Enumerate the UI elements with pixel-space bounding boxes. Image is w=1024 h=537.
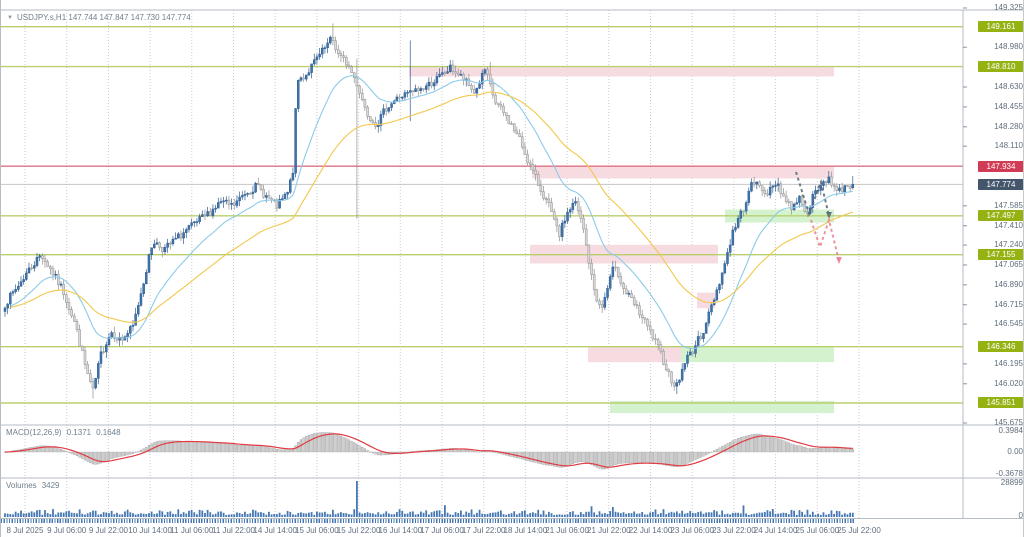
collapse-panel-icon[interactable]: ▼ bbox=[7, 14, 13, 21]
volume-bars bbox=[4, 481, 854, 517]
time-axis-label: 11 Jul 06:00 bbox=[170, 526, 214, 535]
macd-axis-label: 0.00 bbox=[1007, 447, 1023, 456]
ma-slow-line bbox=[10, 91, 853, 323]
time-axis-label: 14 Jul 14:00 bbox=[253, 526, 297, 535]
zones-layer bbox=[409, 67, 834, 414]
gray-projection-arrow bbox=[795, 171, 830, 218]
price-axis-label: 146.715 bbox=[994, 299, 1023, 309]
time-axis-label: 24 Jul 14:00 bbox=[753, 526, 798, 535]
volumes-value: 3429 bbox=[41, 481, 60, 490]
macd-signal-value: 0.1648 bbox=[96, 428, 121, 437]
time-axis-label: 25 Jul 22:00 bbox=[837, 526, 881, 535]
chart-title-bar: ▼ USDJPY.s,H1 147.744 147.847 147.730 14… bbox=[7, 13, 191, 22]
time-axis-label: 15 Jul 22:00 bbox=[336, 526, 381, 535]
supply-zone bbox=[532, 166, 834, 179]
panel-borders bbox=[1, 9, 1023, 519]
time-axis-label: 21 Jul 22:00 bbox=[587, 526, 631, 535]
price-axis-label: 148.280 bbox=[994, 121, 1023, 131]
price-axis-label: 147.585 bbox=[994, 200, 1023, 210]
volumes-indicator-label: Volumes 3429 bbox=[6, 481, 59, 490]
bar-tick-strip bbox=[1, 519, 854, 523]
price-axis-label: 149.325 bbox=[994, 3, 1023, 12]
price-axis-label: 146.545 bbox=[994, 319, 1023, 329]
volume-axis-label: 0 bbox=[1018, 511, 1023, 520]
price-axis-label: 146.195 bbox=[994, 358, 1023, 368]
macd-axis-label: -0.3678 bbox=[995, 469, 1023, 478]
price-level-badge: 147.155 bbox=[978, 249, 1023, 261]
time-axis-label: 22 Jul 14:00 bbox=[628, 526, 673, 535]
supply-zone bbox=[588, 347, 681, 363]
time-axis-label: 17 Jul 06:00 bbox=[420, 526, 464, 535]
time-axis-label: 23 Jul 06:00 bbox=[670, 526, 714, 535]
macd-main-value: 0.1371 bbox=[66, 428, 92, 437]
price-axis-label: 148.455 bbox=[994, 101, 1023, 111]
demand-zone bbox=[681, 347, 834, 363]
time-axis-label: 9 Jul 06:00 bbox=[47, 526, 87, 535]
price-axis-label: 147.240 bbox=[994, 240, 1023, 250]
supply-zone bbox=[697, 292, 715, 309]
price-level-badge: 148.810 bbox=[978, 61, 1023, 73]
price-axis-label: 148.110 bbox=[994, 141, 1023, 151]
price-axis-label: 145.675 bbox=[994, 418, 1023, 427]
supply-zone bbox=[409, 67, 834, 77]
price-level-badge: 146.346 bbox=[978, 341, 1023, 353]
time-axis-label: 21 Jul 06:00 bbox=[545, 526, 589, 535]
macd-name: MACD(12,26,9) bbox=[6, 428, 62, 437]
volume-axis-label: 28899 bbox=[1000, 478, 1023, 487]
macd-signal-line bbox=[4, 433, 853, 468]
price-axis-label: 146.020 bbox=[994, 378, 1023, 388]
macd-axis-label: 0.3984 bbox=[998, 426, 1023, 435]
price-axis-label: 147.410 bbox=[994, 220, 1023, 230]
pink-projection-arrow bbox=[810, 216, 840, 262]
level-lines bbox=[1, 25, 963, 404]
time-axis-label: 11 Jul 22:00 bbox=[212, 526, 255, 535]
price-axis-label: 148.980 bbox=[994, 42, 1023, 52]
time-axis-label: 8 Jul 2025 bbox=[6, 526, 44, 535]
demand-zone bbox=[610, 401, 834, 414]
macd-indicator-label: MACD(12,26,9) 0.1371 0.1648 bbox=[6, 428, 121, 437]
price-axis-label: 146.890 bbox=[994, 279, 1023, 289]
projection-arrows bbox=[795, 171, 842, 264]
time-axis-label: 15 Jul 06:00 bbox=[295, 526, 339, 535]
price-level-badge: 147.497 bbox=[978, 210, 1023, 222]
macd-histogram bbox=[3, 432, 854, 470]
volumes-name: Volumes bbox=[6, 481, 37, 490]
time-axis-label: 18 Jul 14:00 bbox=[503, 526, 548, 535]
time-axis-label: 10 Jul 14:00 bbox=[128, 526, 172, 535]
time-axis-label: 16 Jul 14:00 bbox=[378, 526, 423, 535]
current-price-badge: 147.774 bbox=[978, 178, 1023, 190]
chart-title: USDJPY.s,H1 147.744 147.847 147.730 147.… bbox=[16, 13, 191, 22]
time-axis-label: 23 Jul 22:00 bbox=[712, 526, 756, 535]
price-level-badge: 147.934 bbox=[978, 160, 1023, 172]
time-axis-label: 9 Jul 22:00 bbox=[88, 526, 128, 535]
time-axis-label: 17 Jul 22:00 bbox=[461, 526, 506, 535]
price-level-badge: 145.851 bbox=[978, 397, 1023, 409]
price-axis-label: 148.630 bbox=[994, 82, 1023, 92]
price-axis-label: 147.065 bbox=[994, 259, 1023, 269]
time-axis-label: 25 Jul 06:00 bbox=[795, 526, 840, 535]
ma-fast-line bbox=[10, 75, 853, 350]
price-level-badge: 149.161 bbox=[978, 21, 1023, 33]
